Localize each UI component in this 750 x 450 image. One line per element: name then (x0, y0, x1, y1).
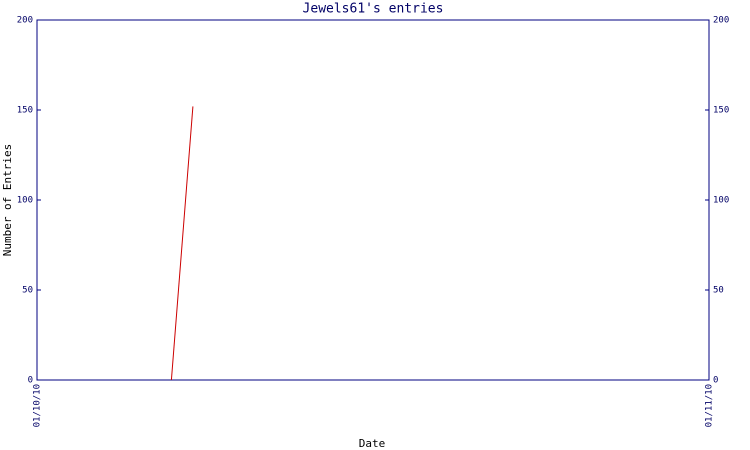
y2-tick-label: 50 (713, 286, 724, 296)
x-tick-label: 01/11/10 (705, 384, 715, 427)
y2-tick-label: 0 (713, 376, 718, 386)
y-tick-label: 50 (22, 286, 33, 296)
x-axis-title: Date (359, 437, 386, 450)
y-tick-label: 100 (17, 196, 33, 206)
y2-tick-label: 100 (713, 196, 729, 206)
x-tick-label: 01/10/10 (33, 384, 43, 427)
y-tick-label: 200 (17, 16, 33, 26)
data-line (170, 106, 194, 381)
plot-frame (36, 19, 710, 381)
y-axis-title: Number of Entries (1, 144, 14, 257)
y-tick-label: 0 (28, 376, 33, 386)
chart-title: Jewels61's entries (303, 2, 444, 17)
y2-tick-label: 200 (713, 16, 729, 26)
y-tick-label: 150 (17, 106, 33, 116)
y2-tick-label: 150 (713, 106, 729, 116)
